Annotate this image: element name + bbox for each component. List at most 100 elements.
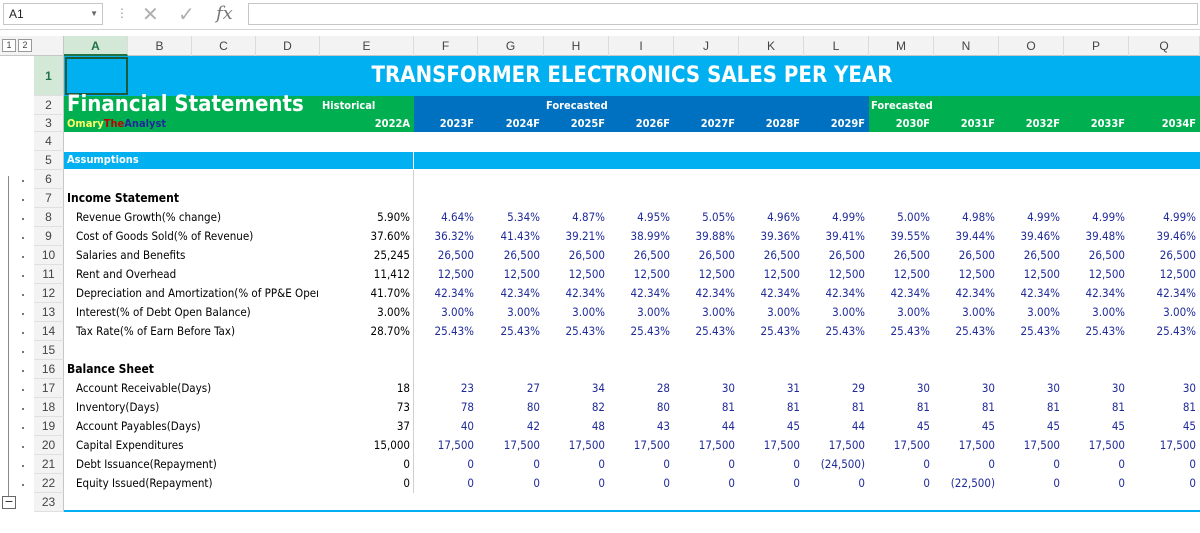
column-header-a[interactable]: A [64, 36, 128, 56]
value-cell[interactable]: 17,500 [1088, 438, 1125, 452]
value-cell[interactable]: 17,500 [1159, 438, 1196, 452]
value-cell[interactable]: 4.99% [832, 210, 865, 224]
value-cell[interactable]: 26,500 [568, 248, 605, 262]
value-cell[interactable]: 0 [467, 476, 474, 490]
outline-level-2-button[interactable]: 2 [18, 39, 32, 52]
value-cell[interactable]: 26,500 [698, 248, 735, 262]
value-cell[interactable]: 0 [533, 476, 540, 490]
value-cell[interactable]: 42.34% [630, 286, 670, 300]
value-cell[interactable]: 0 [533, 457, 540, 471]
value-cell[interactable]: 39.36% [760, 229, 800, 243]
value-cell[interactable]: 30 [721, 381, 735, 395]
value-cell[interactable]: 45 [1182, 419, 1196, 433]
value-cell[interactable]: 3.00% [767, 305, 800, 319]
value-cell[interactable]: 25.43% [760, 324, 800, 338]
value-cell[interactable]: 4.64% [441, 210, 474, 224]
value-cell[interactable]: 39.41% [825, 229, 865, 243]
value-cell[interactable]: 42.34% [760, 286, 800, 300]
value-cell[interactable]: 42.34% [890, 286, 930, 300]
value-cell[interactable]: 0 [1053, 457, 1060, 471]
value-cell[interactable]: 3.00% [637, 305, 670, 319]
value-cell[interactable]: 44 [721, 419, 735, 433]
column-header-g[interactable]: G [478, 36, 544, 56]
value-cell[interactable]: 25.43% [1085, 324, 1125, 338]
value-cell[interactable]: 4.98% [962, 210, 995, 224]
value-cell[interactable]: 80 [656, 400, 670, 414]
value-cell[interactable]: 30 [981, 381, 995, 395]
value-cell[interactable]: 17,500 [763, 438, 800, 452]
value-cell[interactable]: 39.44% [955, 229, 995, 243]
value-cell[interactable]: 25.43% [500, 324, 540, 338]
value-cell[interactable]: 25.43% [825, 324, 865, 338]
value-cell[interactable]: 25,245 [373, 248, 410, 262]
value-cell[interactable]: 3.00% [377, 305, 410, 319]
value-cell[interactable]: 3.00% [507, 305, 540, 319]
value-cell[interactable]: 42.34% [500, 286, 540, 300]
row-header-19[interactable]: 19 [34, 417, 64, 436]
value-cell[interactable]: 39.21% [565, 229, 605, 243]
row-header-14[interactable]: 14 [34, 322, 64, 341]
value-cell[interactable]: 5.05% [702, 210, 735, 224]
value-cell[interactable]: 42.34% [434, 286, 474, 300]
value-cell[interactable]: 5.00% [897, 210, 930, 224]
value-cell[interactable]: 0 [923, 476, 930, 490]
value-cell[interactable]: 26,500 [958, 248, 995, 262]
value-cell[interactable]: 45 [916, 419, 930, 433]
value-cell[interactable]: 45 [981, 419, 995, 433]
value-cell[interactable]: 0 [1118, 457, 1125, 471]
value-cell[interactable]: 0 [728, 476, 735, 490]
value-cell[interactable]: 44 [851, 419, 865, 433]
value-cell[interactable]: 17,500 [503, 438, 540, 452]
value-cell[interactable]: 17,500 [958, 438, 995, 452]
value-cell[interactable]: 37 [396, 419, 410, 433]
value-cell[interactable]: 26,500 [763, 248, 800, 262]
value-cell[interactable]: 0 [403, 457, 410, 471]
column-header-o[interactable]: O [999, 36, 1064, 56]
value-cell[interactable]: 12,500 [1159, 267, 1196, 281]
row-header-10[interactable]: 10 [34, 246, 64, 265]
value-cell[interactable]: 73 [396, 400, 410, 414]
value-cell[interactable]: 81 [1046, 400, 1060, 414]
value-cell[interactable]: 28 [656, 381, 670, 395]
row-header-13[interactable]: 13 [34, 303, 64, 322]
value-cell[interactable]: 12,500 [568, 267, 605, 281]
value-cell[interactable]: 0 [598, 457, 605, 471]
value-cell[interactable]: 3.00% [962, 305, 995, 319]
value-cell[interactable]: 17,500 [437, 438, 474, 452]
value-cell[interactable]: 3.00% [1027, 305, 1060, 319]
value-cell[interactable]: 40 [460, 419, 474, 433]
value-cell[interactable]: 12,500 [698, 267, 735, 281]
value-cell[interactable]: 42.34% [695, 286, 735, 300]
worksheet-grid[interactable]: TRANSFORMER ELECTRONICS SALES PER YEAR Fi… [64, 56, 1200, 533]
collapse-group-button[interactable]: − [2, 496, 16, 509]
value-cell[interactable]: 17,500 [698, 438, 735, 452]
row-header-4[interactable]: 4 [34, 132, 64, 151]
value-cell[interactable]: 29 [851, 381, 865, 395]
value-cell[interactable]: 42.34% [1020, 286, 1060, 300]
row-header-15[interactable]: 15 [34, 341, 64, 360]
value-cell[interactable]: 17,500 [828, 438, 865, 452]
column-header-l[interactable]: L [804, 36, 869, 56]
value-cell[interactable]: 17,500 [633, 438, 670, 452]
value-cell[interactable]: 26,500 [1159, 248, 1196, 262]
value-cell[interactable]: 0 [793, 457, 800, 471]
value-cell[interactable]: 31 [786, 381, 800, 395]
row-header-16[interactable]: 16 [34, 360, 64, 379]
value-cell[interactable]: 26,500 [437, 248, 474, 262]
value-cell[interactable]: 41.70% [370, 286, 410, 300]
value-cell[interactable]: 43 [656, 419, 670, 433]
row-header-23[interactable]: 23 [34, 493, 64, 512]
column-header-e[interactable]: E [320, 36, 414, 56]
value-cell[interactable]: 0 [663, 457, 670, 471]
value-cell[interactable]: 42.34% [1085, 286, 1125, 300]
row-header-8[interactable]: 8 [34, 208, 64, 227]
value-cell[interactable]: 37.60% [370, 229, 410, 243]
cancel-icon[interactable]: ✕ [142, 2, 159, 26]
row-header-3[interactable]: 3 [34, 115, 64, 132]
value-cell[interactable]: 82 [591, 400, 605, 414]
value-cell[interactable]: 80 [526, 400, 540, 414]
value-cell[interactable]: 36.32% [434, 229, 474, 243]
value-cell[interactable]: 0 [467, 457, 474, 471]
column-header-d[interactable]: D [256, 36, 320, 56]
value-cell[interactable]: 39.88% [695, 229, 735, 243]
